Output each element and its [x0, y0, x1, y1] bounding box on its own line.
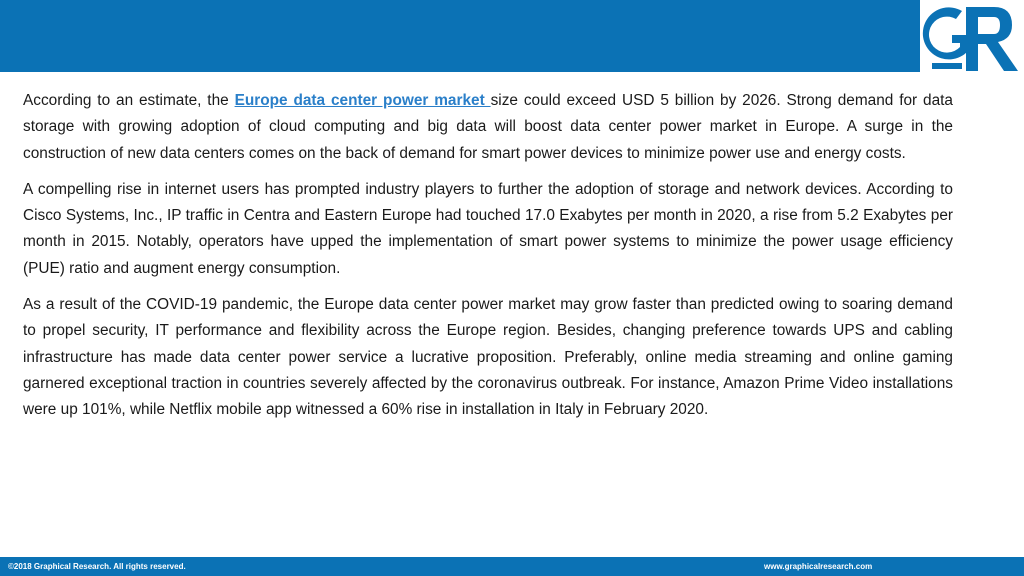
- website-link[interactable]: www.graphicalresearch.com: [764, 562, 873, 571]
- gr-logo-icon: [922, 1, 1022, 73]
- header-bar: [0, 0, 1024, 72]
- logo: [920, 0, 1024, 74]
- paragraph-1: According to an estimate, the Europe dat…: [23, 88, 953, 167]
- paragraph-1-intro: According to an estimate, the: [23, 92, 235, 109]
- market-report-link[interactable]: Europe data center power market: [234, 92, 491, 109]
- article-body: According to an estimate, the Europe dat…: [23, 88, 953, 434]
- footer-bar: ©2018 Graphical Research. All rights res…: [0, 557, 1024, 576]
- paragraph-1-rest: size could exceed USD 5 billion by 2026.…: [23, 92, 953, 162]
- paragraph-3: As a result of the COVID-19 pandemic, th…: [23, 296, 953, 419]
- paragraph-2: A compelling rise in internet users has …: [23, 180, 953, 277]
- copyright-text: ©2018 Graphical Research. All rights res…: [8, 562, 186, 571]
